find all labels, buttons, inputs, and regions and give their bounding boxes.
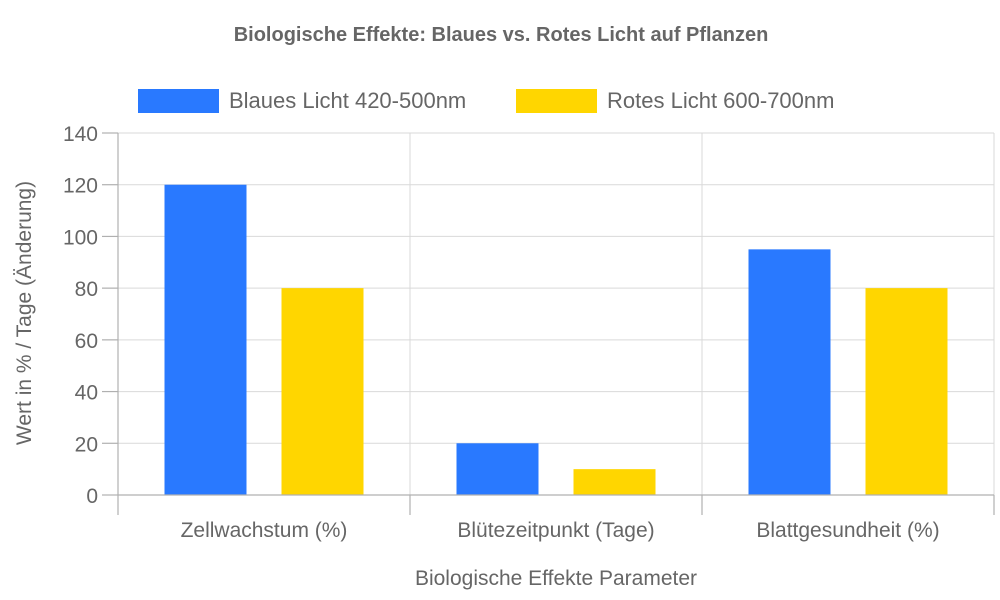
- bar-blue-0: [164, 184, 247, 495]
- x-tick-label: Zellwachstum (%): [181, 519, 348, 542]
- legend: Blaues Licht 420-500nm Rotes Licht 600-7…: [138, 88, 834, 113]
- y-tick-label: 140: [63, 123, 98, 146]
- x-axis-label: Biologische Effekte Parameter: [415, 567, 697, 590]
- y-tick-label: 0: [86, 485, 98, 508]
- axes: [102, 132, 995, 515]
- bar-red-0: [281, 288, 364, 495]
- x-tick-labels: Zellwachstum (%) Blütezeitpunkt (Tage) Bla…: [181, 519, 940, 542]
- chart-title: Biologische Effekte: Blaues vs. Rotes Li…: [234, 24, 769, 46]
- y-tick-label: 100: [63, 226, 98, 249]
- bars: [164, 184, 948, 495]
- x-tick-label: Blattgesundheit (%): [756, 519, 939, 542]
- y-tick-label: 60: [75, 330, 98, 353]
- y-tick-label: 120: [63, 175, 98, 198]
- y-tick-label: 80: [75, 278, 98, 301]
- gridlines: [117, 132, 995, 496]
- bar-red-1: [573, 469, 656, 495]
- legend-label-blue: Blaues Licht 420-500nm: [229, 88, 466, 113]
- y-tick-labels: 0 20 40 60 80 100 120 140: [63, 123, 98, 508]
- bar-blue-2: [748, 249, 831, 495]
- y-axis-label: Wert in % / Tage (Änderung): [13, 181, 36, 445]
- legend-swatch-blue: [138, 89, 219, 113]
- x-tick-label: Blütezeitpunkt (Tage): [457, 519, 654, 542]
- y-tick-label: 40: [75, 382, 98, 405]
- y-tick-label: 20: [75, 433, 98, 456]
- bar-blue-1: [456, 443, 539, 495]
- legend-label-red: Rotes Licht 600-700nm: [607, 88, 834, 113]
- legend-swatch-red: [516, 89, 597, 113]
- bar-red-2: [865, 288, 948, 495]
